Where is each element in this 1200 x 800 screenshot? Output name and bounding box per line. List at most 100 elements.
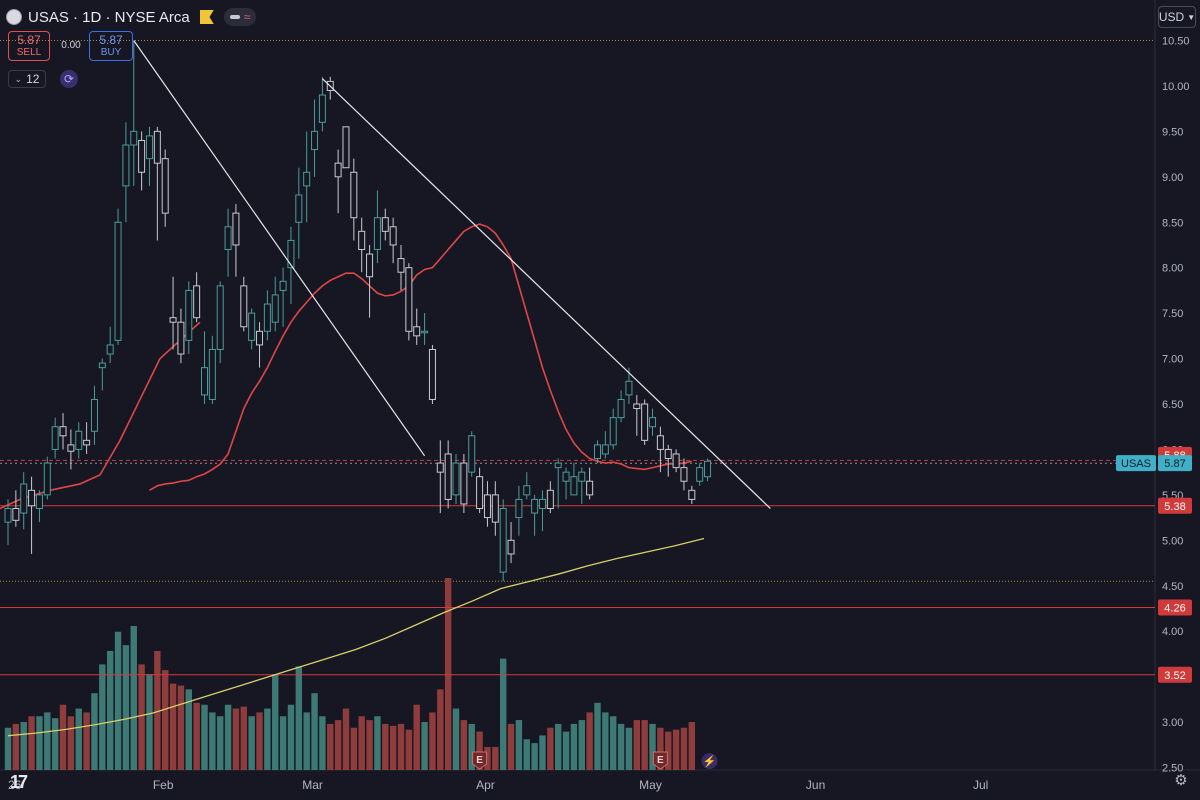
y-tick-label: 7.00 [1162, 354, 1183, 366]
volume-bar [680, 727, 688, 770]
volume-bar [44, 712, 51, 770]
x-tick-label: Apr [476, 778, 495, 792]
volume-bar [248, 716, 255, 770]
symbol-tag: USAS [1121, 458, 1151, 470]
indicator-toggle[interactable]: ≈ [223, 8, 257, 26]
candle-body [358, 230, 366, 251]
buy-label: BUY [100, 47, 122, 58]
volume-bar [334, 720, 342, 770]
candle [28, 476, 36, 554]
candle [342, 126, 350, 169]
candle-body [51, 426, 59, 450]
candle-body [256, 330, 264, 346]
candle [12, 490, 20, 527]
earnings-marker: E [472, 751, 488, 770]
candle-body [75, 430, 83, 450]
volume-bar [4, 727, 12, 770]
candle [664, 444, 672, 477]
volume-bar [562, 731, 570, 770]
candle-body [334, 162, 342, 178]
earnings-label: E [657, 755, 664, 766]
candle [452, 453, 460, 504]
candle [35, 490, 43, 523]
candle [704, 458, 712, 482]
candle [641, 399, 649, 445]
candle-body [43, 462, 51, 496]
symbol-header[interactable]: USAS · 1D · NYSE Arca ≈ [6, 6, 257, 28]
candle-body [696, 467, 704, 482]
volume-bar [657, 727, 664, 770]
volume-bar [67, 716, 75, 770]
volume-bar [295, 666, 303, 770]
candle-body [546, 489, 554, 510]
volume-bar [51, 718, 59, 770]
candle [570, 463, 578, 496]
y-tick-label: 4.00 [1162, 626, 1183, 638]
volume-bar [130, 626, 137, 770]
price-level-label-bg [1158, 497, 1192, 514]
candle-body [295, 194, 303, 223]
candle [633, 394, 641, 436]
candle-body [609, 417, 617, 446]
volume-bar [122, 645, 130, 770]
volume-bar [138, 664, 145, 770]
candle-body [688, 489, 696, 500]
candle [311, 99, 319, 177]
flag-icon[interactable] [199, 10, 214, 24]
volume-bar [201, 704, 208, 770]
candle [90, 385, 98, 445]
currency-label: USD [1158, 10, 1185, 24]
candle [256, 322, 264, 368]
candle-body [586, 480, 594, 496]
candle [240, 276, 248, 332]
gear-icon[interactable]: ⚙ [1174, 772, 1188, 789]
candle [224, 208, 232, 277]
volume-bar [272, 674, 279, 770]
volume-bar [531, 743, 538, 770]
candle [106, 326, 114, 364]
volume-bar [460, 720, 468, 770]
volume-bar [641, 720, 648, 770]
volume-bar [578, 720, 585, 770]
sync-icon[interactable]: ⟳ [60, 70, 78, 88]
wave-icon: ≈ [243, 10, 251, 24]
candle [649, 408, 657, 436]
volume-bar [570, 723, 578, 770]
quantity-selector[interactable]: ⌄ 12 [8, 70, 46, 88]
volume-bar [146, 674, 153, 770]
candle [515, 485, 523, 536]
volume-bar [209, 712, 216, 770]
candle [491, 481, 499, 536]
volume-bar [350, 727, 358, 770]
volume-bar [311, 693, 318, 770]
moving-average-long-line [7, 537, 705, 737]
candle-body [224, 226, 232, 251]
currency-selector[interactable]: USD ▼ [1158, 6, 1196, 28]
candle-body [208, 348, 216, 400]
candle-body [279, 280, 287, 291]
volume-bar [397, 723, 405, 770]
candle [75, 422, 83, 459]
candle [208, 335, 216, 404]
candle-body [601, 444, 609, 455]
candle-body [185, 289, 193, 341]
candle-body [499, 508, 507, 573]
candle [201, 331, 208, 404]
candle [177, 308, 185, 364]
candle [656, 426, 664, 473]
y-tick-label: 6.50 [1162, 399, 1183, 411]
candle-body [263, 303, 271, 332]
buy-price: 5.87 [99, 33, 123, 47]
tradingview-logo-icon[interactable]: 17 [10, 772, 28, 792]
buy-button[interactable]: 5.87 BUY [89, 31, 133, 61]
candle-body [625, 380, 633, 396]
candle [554, 458, 562, 509]
candle [216, 281, 224, 364]
candle-body [680, 467, 688, 482]
volume-bar [437, 689, 444, 770]
candle-body [232, 212, 240, 246]
volume-bar [59, 704, 67, 770]
volume-bar [374, 716, 381, 770]
sell-button[interactable]: 5.87 SELL [8, 31, 50, 61]
